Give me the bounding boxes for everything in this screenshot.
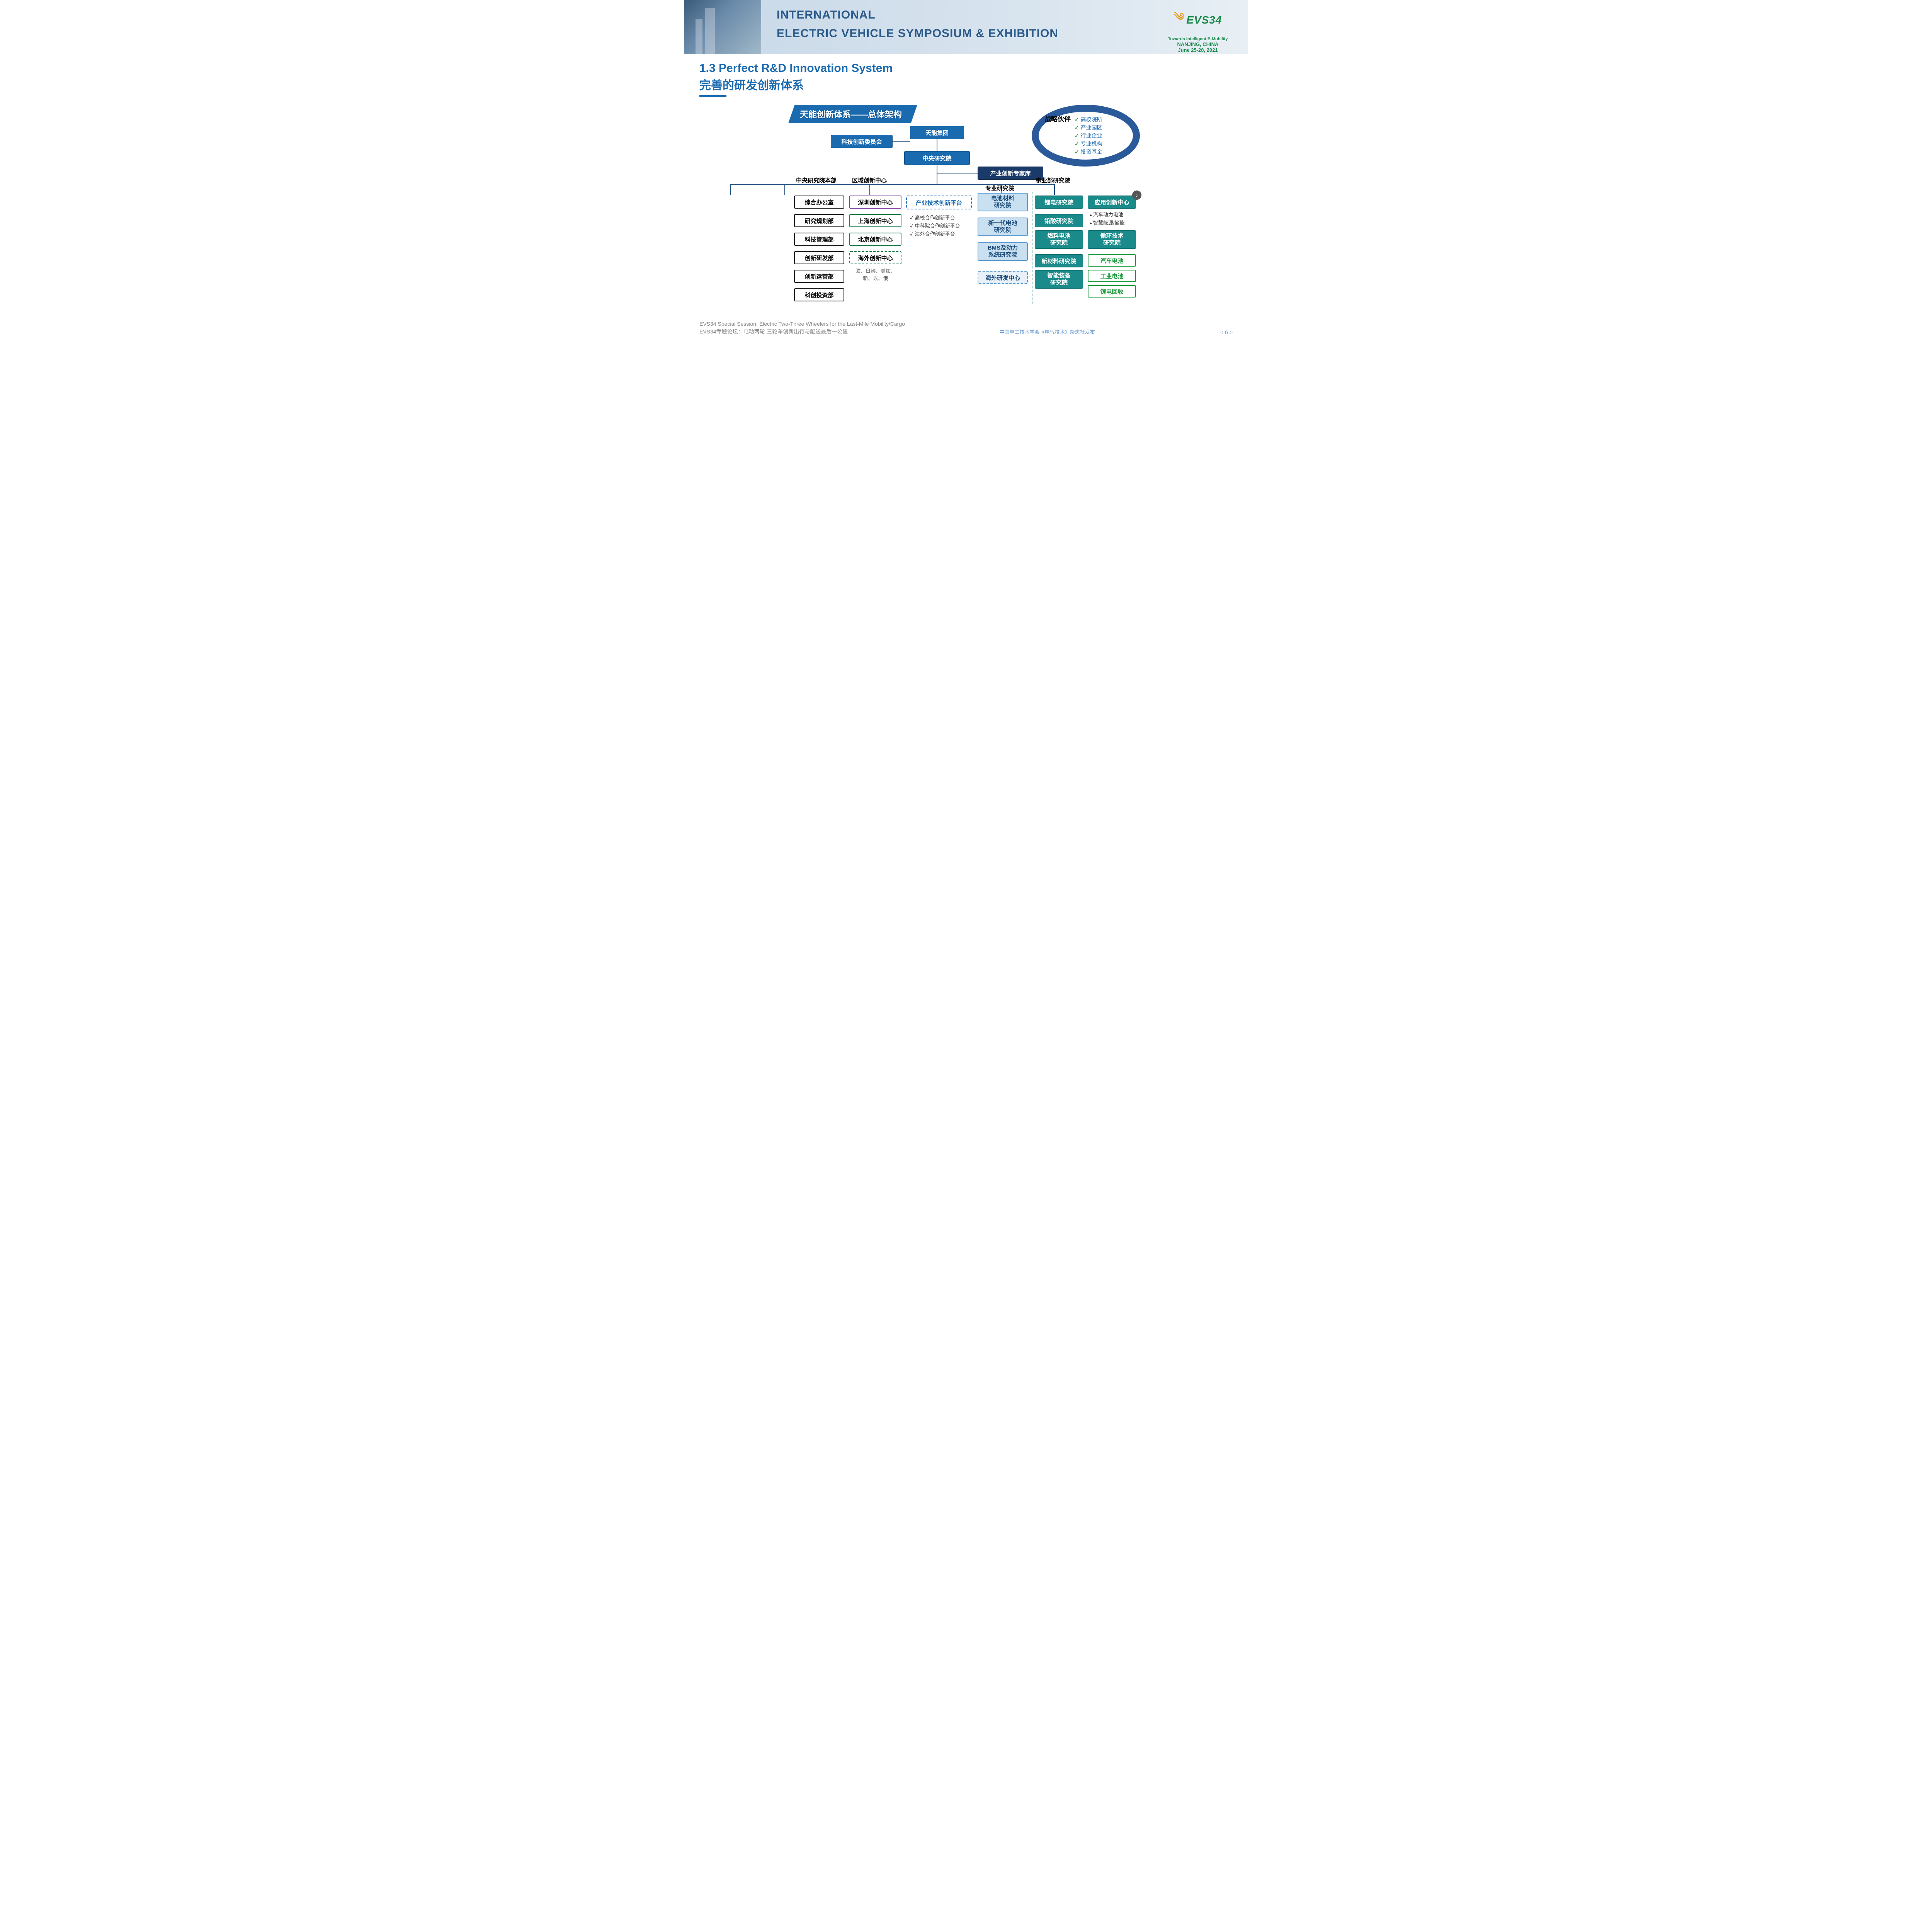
header-banner: INTERNATIONAL ELECTRIC VEHICLE SYMPOSIUM… bbox=[684, 0, 1248, 54]
col3-item: 电池材料 研究院 bbox=[978, 193, 1028, 211]
col1-item: 创新运营部 bbox=[794, 270, 844, 283]
node-group: 天能集团 bbox=[910, 126, 964, 139]
col4-item: 燃料电池 研究院 bbox=[1035, 230, 1083, 249]
connector bbox=[784, 184, 785, 195]
col4-item: 新材料研究院 bbox=[1035, 254, 1083, 267]
col1-item: 综合办公室 bbox=[794, 196, 844, 209]
partner-item: 行业企业 bbox=[1075, 132, 1102, 140]
node-committee: 科技创新委员会 bbox=[831, 135, 893, 148]
header-title: INTERNATIONAL ELECTRIC VEHICLE SYMPOSIUM… bbox=[761, 0, 1148, 54]
col2-shanghai: 上海创新中心 bbox=[849, 214, 901, 227]
footer-line1: EVS34 Special Session: Electric Two-Thre… bbox=[699, 320, 905, 328]
footer-center: 中国电工技术学会《电气技术》杂志社发布 bbox=[1000, 328, 1095, 335]
col1-item: 科技管理部 bbox=[794, 233, 844, 246]
section-title: 1.3 Perfect R&D Innovation System 完善的研发创… bbox=[684, 54, 1248, 101]
partner-item: 专业机构 bbox=[1075, 140, 1102, 148]
col2-overseas: 海外创新中心 bbox=[849, 251, 901, 264]
cat-label-4: 事业部研究院 bbox=[1036, 176, 1070, 184]
partners-label: 战略伙伴 bbox=[1044, 116, 1071, 156]
col2-shenzhen: 深圳创新中心 bbox=[849, 196, 901, 209]
col4-item: 锂电研究院 bbox=[1035, 196, 1083, 209]
partner-item: 高校院所 bbox=[1075, 116, 1102, 124]
page-number: < 6 > bbox=[1220, 329, 1233, 335]
logo-location: NANJING, CHINA bbox=[1155, 41, 1241, 47]
footer: EVS34 Special Session: Electric Two-Thre… bbox=[684, 317, 1248, 341]
title-en: 1.3 Perfect R&D Innovation System bbox=[699, 62, 1233, 75]
cat-label-1: 中央研究院本部 bbox=[796, 176, 837, 184]
col5-top: 应用创新中心 bbox=[1088, 196, 1136, 209]
col3-overseas: 海外研发中心 bbox=[978, 271, 1028, 284]
partners-list: 高校院所 产业园区 行业企业 专业机构 投资基金 bbox=[1075, 116, 1102, 156]
platform-item: 高校合作创新平台 bbox=[910, 214, 960, 222]
col3-item: 新一代电池 研究院 bbox=[978, 218, 1028, 236]
diagram-banner: 天能创新体系——总体架构 bbox=[788, 105, 917, 123]
header-line1: INTERNATIONAL bbox=[777, 9, 1132, 22]
col5-green: 工业电池 bbox=[1088, 270, 1136, 282]
title-underline bbox=[699, 95, 726, 97]
header-line2: ELECTRIC VEHICLE SYMPOSIUM & EXHIBITION bbox=[777, 27, 1132, 40]
col1-item: 科创投资部 bbox=[794, 288, 844, 301]
platform-item: 中科院合作创新平台 bbox=[910, 222, 960, 230]
platform-box: 产业技术创新平台 bbox=[906, 196, 972, 209]
node-expert-pool: 产业创新专家库 bbox=[978, 167, 1043, 180]
connector bbox=[730, 184, 731, 195]
partners-ellipse: 战略伙伴 高校院所 产业园区 行业企业 专业机构 投资基金 bbox=[1032, 105, 1140, 167]
logo-swirl-icon: ༄ bbox=[1174, 5, 1184, 35]
partner-item: 投资基金 bbox=[1075, 148, 1102, 156]
footer-left: EVS34 Special Session: Electric Two-Thre… bbox=[699, 320, 905, 335]
title-cn: 完善的研发创新体系 bbox=[699, 76, 1233, 93]
col2-note: 欧、日韩、美加、 新、以、俄 bbox=[849, 267, 903, 282]
col5-bullet: 智慧能源/储能 bbox=[1090, 219, 1124, 227]
footer-line2: EVS34专题论坛：电动两轮-三轮车创新出行与配送最后一公里 bbox=[699, 328, 905, 336]
cat-label-3: 专业研究院 bbox=[985, 184, 1014, 192]
col5-bullet: 汽车动力电池 bbox=[1090, 211, 1124, 219]
col3-item: BMS及动力 系统研究院 bbox=[978, 242, 1028, 261]
event-logo: ༄ EVS34 Towards Intelligent E-Mobility N… bbox=[1148, 0, 1248, 54]
col5-green: 汽车电池 bbox=[1088, 254, 1136, 267]
col2-beijing: 北京创新中心 bbox=[849, 233, 901, 246]
header-photo bbox=[684, 0, 761, 54]
connector bbox=[1054, 184, 1055, 195]
col4-item: 智能装备 研究院 bbox=[1035, 270, 1083, 289]
col1-item: 创新研发部 bbox=[794, 251, 844, 264]
chevron-right-icon[interactable]: › bbox=[1132, 190, 1141, 200]
platform-bullets: 高校合作创新平台 中科院合作创新平台 海外合作创新平台 bbox=[910, 214, 960, 238]
col5-green: 锂电回收 bbox=[1088, 285, 1136, 298]
col4-item: 铅酸研究院 bbox=[1035, 214, 1083, 227]
col1-item: 研究规划部 bbox=[794, 214, 844, 227]
connector bbox=[893, 141, 910, 142]
logo-dates: June 25-28, 2021 bbox=[1155, 47, 1241, 53]
logo-text: EVS34 bbox=[1186, 14, 1222, 26]
cat-label-2: 区域创新中心 bbox=[852, 176, 887, 184]
col5-teal: 循环技术 研究院 bbox=[1088, 230, 1136, 249]
logo-tagline: Towards Intelligent E-Mobility bbox=[1155, 37, 1241, 41]
partner-item: 产业园区 bbox=[1075, 124, 1102, 132]
node-central: 中央研究院 bbox=[904, 151, 970, 165]
connector bbox=[869, 184, 870, 195]
col5-bullets: 汽车动力电池 智慧能源/储能 bbox=[1090, 211, 1124, 227]
org-diagram: 天能创新体系——总体架构 天能集团 科技创新委员会 中央研究院 产业创新专家库 … bbox=[699, 105, 1233, 310]
platform-item: 海外合作创新平台 bbox=[910, 230, 960, 238]
